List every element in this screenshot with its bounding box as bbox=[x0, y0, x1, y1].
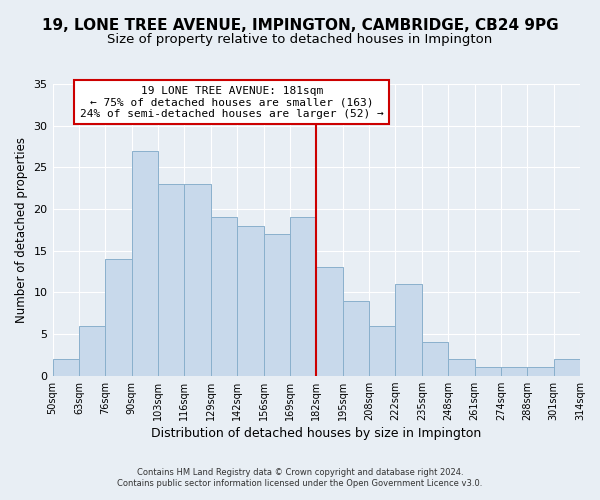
X-axis label: Distribution of detached houses by size in Impington: Distribution of detached houses by size … bbox=[151, 427, 481, 440]
Bar bbox=[475, 368, 501, 376]
Bar bbox=[263, 234, 290, 376]
Bar bbox=[237, 226, 263, 376]
Bar bbox=[105, 259, 131, 376]
Bar bbox=[554, 359, 580, 376]
Bar bbox=[343, 300, 369, 376]
Bar bbox=[501, 368, 527, 376]
Bar bbox=[527, 368, 554, 376]
Bar bbox=[422, 342, 448, 376]
Bar bbox=[79, 326, 105, 376]
Text: 19, LONE TREE AVENUE, IMPINGTON, CAMBRIDGE, CB24 9PG: 19, LONE TREE AVENUE, IMPINGTON, CAMBRID… bbox=[41, 18, 559, 32]
Bar bbox=[395, 284, 422, 376]
Bar bbox=[369, 326, 395, 376]
Bar bbox=[448, 359, 475, 376]
Bar bbox=[131, 150, 158, 376]
Bar bbox=[184, 184, 211, 376]
Bar bbox=[158, 184, 184, 376]
Bar bbox=[316, 268, 343, 376]
Bar bbox=[290, 218, 316, 376]
Bar bbox=[53, 359, 79, 376]
Bar bbox=[211, 218, 237, 376]
Text: Contains HM Land Registry data © Crown copyright and database right 2024.
Contai: Contains HM Land Registry data © Crown c… bbox=[118, 468, 482, 487]
Y-axis label: Number of detached properties: Number of detached properties bbox=[15, 137, 28, 323]
Text: 19 LONE TREE AVENUE: 181sqm
← 75% of detached houses are smaller (163)
24% of se: 19 LONE TREE AVENUE: 181sqm ← 75% of det… bbox=[80, 86, 384, 119]
Text: Size of property relative to detached houses in Impington: Size of property relative to detached ho… bbox=[107, 32, 493, 46]
